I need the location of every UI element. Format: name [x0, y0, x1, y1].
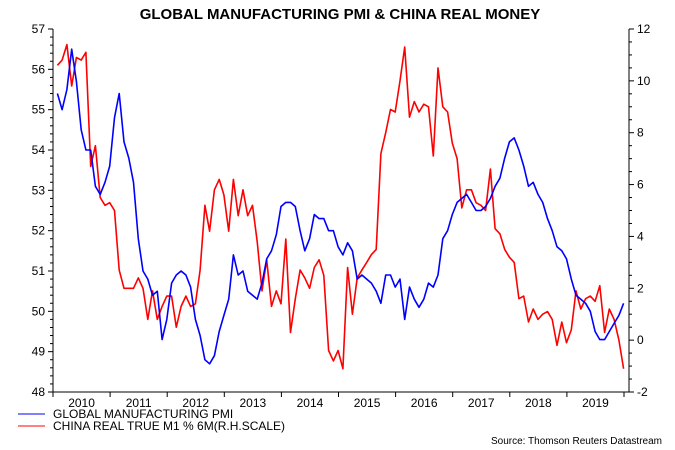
x-tick-label: 2012 [182, 396, 209, 410]
left-tick-label: 48 [32, 385, 46, 399]
series-group [56, 43, 625, 370]
right-tick-label: 4 [637, 229, 644, 243]
right-tick-label: 6 [637, 178, 644, 192]
x-tick-label: 2014 [297, 396, 324, 410]
source-note: Source: Thomson Reuters Datastream [491, 436, 662, 447]
right-tick-label: 12 [637, 22, 651, 36]
left-tick-label: 53 [32, 183, 46, 197]
right-tick-label: 2 [637, 281, 644, 295]
left-tick-label: 51 [32, 264, 46, 278]
x-tick-label: 2016 [411, 396, 438, 410]
x-tick-label: 2018 [525, 396, 552, 410]
axes: 48 49 50 51 52 53 54 55 56 57 -2 0 2 4 6 8 10 12 2010 2011 2… [32, 22, 651, 410]
left-tick-label: 55 [32, 103, 46, 117]
x-tick-label: 2010 [68, 396, 95, 410]
x-tick-label: 2011 [126, 396, 152, 410]
right-tick-label: 0 [637, 333, 644, 347]
right-tick-label: 8 [637, 126, 644, 140]
x-tick-label: 2017 [468, 396, 495, 410]
series-line-global-pmi [56, 48, 625, 365]
left-tick-label: 52 [32, 224, 46, 238]
chart-title: GLOBAL MANUFACTURING PMI & CHINA REAL MO… [140, 6, 541, 23]
series-line-china-m1 [56, 43, 625, 370]
x-tick-label: 2013 [239, 396, 266, 410]
legend-label-pmi: GLOBAL MANUFACTURING PMI [53, 407, 233, 421]
left-tick-label: 50 [32, 304, 46, 318]
left-tick-label: 57 [32, 22, 46, 36]
legend-label-m1: CHINA REAL TRUE M1 % 6M(R.H.SCALE) [53, 419, 285, 433]
x-tick-label: 2015 [354, 396, 381, 410]
legend: GLOBAL MANUFACTURING PMI CHINA REAL TRUE… [18, 407, 285, 433]
left-tick-label: 54 [32, 143, 46, 157]
x-tick-label: 2019 [582, 396, 609, 410]
left-tick-label: 56 [32, 62, 46, 76]
right-tick-label: 10 [637, 74, 651, 88]
right-tick-label: -2 [637, 385, 648, 399]
left-tick-label: 49 [32, 345, 46, 359]
